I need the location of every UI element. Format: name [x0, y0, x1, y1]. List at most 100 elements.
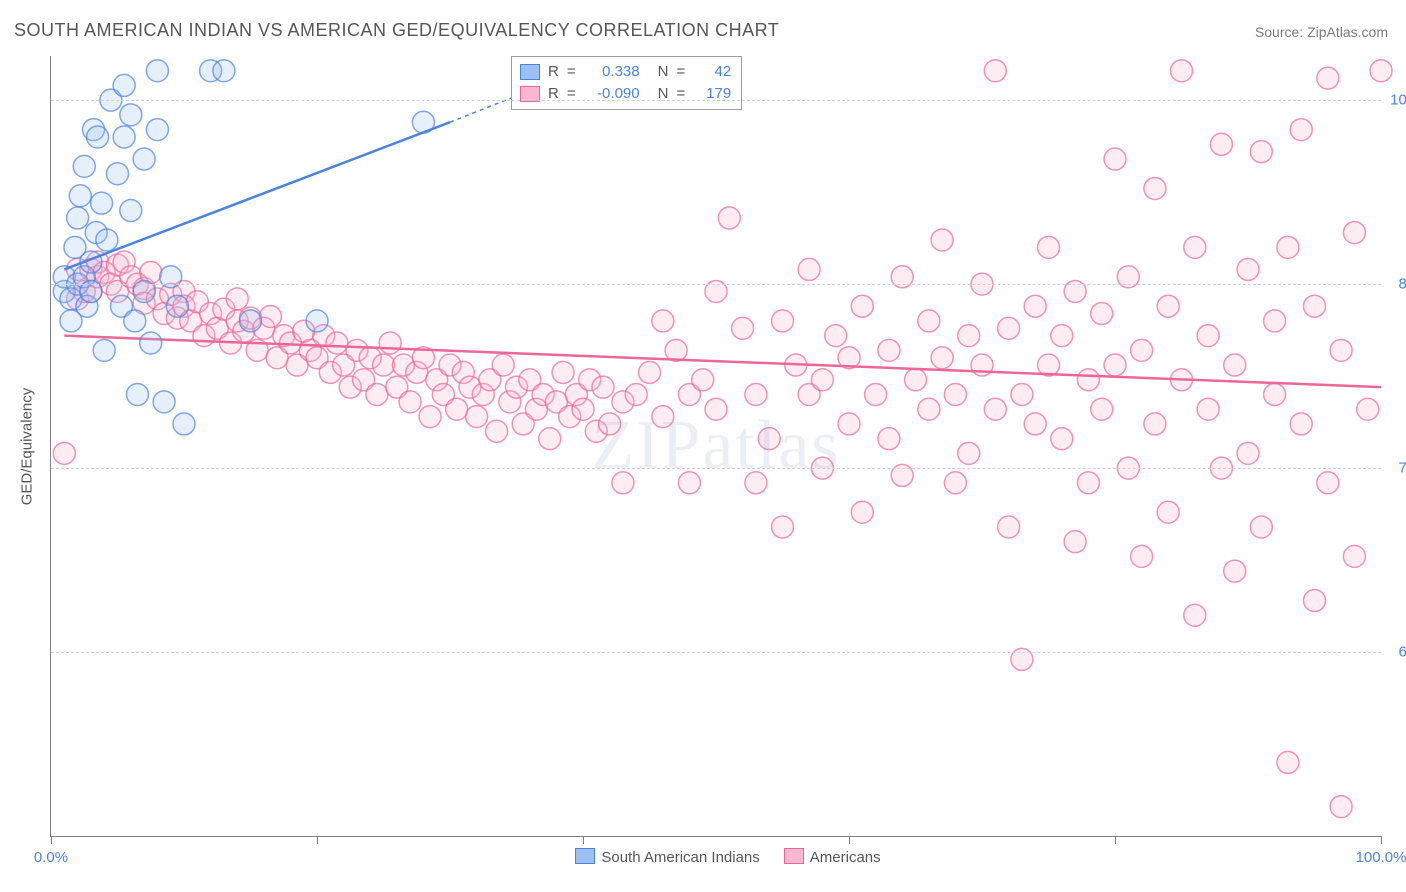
- scatter-point-am: [492, 354, 514, 376]
- x-tick-label: 100.0%: [1356, 849, 1406, 866]
- scatter-point-am: [1290, 413, 1312, 435]
- scatter-point-am: [1144, 177, 1166, 199]
- scatter-point-am: [1091, 398, 1113, 420]
- trend-line-am: [64, 336, 1381, 388]
- scatter-point-sai: [91, 192, 113, 214]
- scatter-point-am: [692, 369, 714, 391]
- scatter-point-am: [379, 332, 401, 354]
- scatter-point-am: [1104, 354, 1126, 376]
- scatter-point-am: [772, 516, 794, 538]
- scatter-point-sai: [107, 163, 129, 185]
- scatter-point-am: [599, 413, 621, 435]
- scatter-point-am: [1264, 383, 1286, 405]
- scatter-point-sai: [120, 200, 142, 222]
- scatter-point-sai: [133, 148, 155, 170]
- scatter-point-am: [1157, 501, 1179, 523]
- scatter-plot-svg: [51, 56, 1381, 836]
- scatter-point-am: [998, 317, 1020, 339]
- scatter-point-am: [838, 413, 860, 435]
- scatter-point-am: [878, 428, 900, 450]
- scatter-point-am: [652, 310, 674, 332]
- scatter-point-am: [1184, 604, 1206, 626]
- scatter-point-am: [1051, 325, 1073, 347]
- scatter-point-sai: [96, 229, 118, 251]
- scatter-point-sai: [146, 60, 168, 82]
- scatter-point-am: [905, 369, 927, 391]
- scatter-point-am: [1304, 295, 1326, 317]
- scatter-point-am: [366, 383, 388, 405]
- scatter-point-am: [1330, 339, 1352, 361]
- legend-swatch-icon: [520, 64, 540, 80]
- scatter-point-am: [1157, 295, 1179, 317]
- legend-N-value: 42: [693, 61, 731, 83]
- series-legend: South American IndiansAmericans: [51, 848, 1381, 866]
- scatter-point-am: [1304, 590, 1326, 612]
- gridline-h: [51, 652, 1381, 653]
- scatter-point-am: [1104, 148, 1126, 170]
- scatter-point-am: [373, 354, 395, 376]
- chart-plot-area: ZIPatlas R=0.338N=42R=-0.090N=179 South …: [50, 56, 1381, 837]
- scatter-point-am: [1277, 751, 1299, 773]
- scatter-point-am: [1197, 325, 1219, 347]
- scatter-point-am: [984, 398, 1006, 420]
- scatter-point-sai: [113, 126, 135, 148]
- scatter-point-am: [1171, 60, 1193, 82]
- scatter-point-am: [1064, 531, 1086, 553]
- scatter-point-am: [399, 391, 421, 413]
- scatter-point-am: [1290, 119, 1312, 141]
- scatter-point-am: [1370, 60, 1392, 82]
- scatter-point-am: [1343, 222, 1365, 244]
- scatter-point-sai: [67, 207, 89, 229]
- scatter-point-am: [446, 398, 468, 420]
- x-tick: [583, 836, 584, 844]
- scatter-point-am: [772, 310, 794, 332]
- scatter-point-am: [1131, 339, 1153, 361]
- scatter-point-am: [705, 398, 727, 420]
- scatter-point-am: [944, 383, 966, 405]
- scatter-point-am: [958, 442, 980, 464]
- scatter-point-am: [1210, 133, 1232, 155]
- scatter-point-am: [865, 383, 887, 405]
- scatter-point-am: [732, 317, 754, 339]
- scatter-point-sai: [69, 185, 91, 207]
- scatter-point-am: [625, 383, 647, 405]
- scatter-point-am: [1357, 398, 1379, 420]
- scatter-point-am: [745, 472, 767, 494]
- scatter-point-sai: [124, 310, 146, 332]
- y-tick-label: 87.5%: [1385, 276, 1406, 293]
- y-tick-label: 100.0%: [1385, 92, 1406, 109]
- x-tick: [849, 836, 850, 844]
- scatter-point-sai: [126, 383, 148, 405]
- scatter-point-am: [1224, 354, 1246, 376]
- gridline-h: [51, 284, 1381, 285]
- legend-swatch-icon: [575, 848, 595, 864]
- scatter-point-am: [1224, 560, 1246, 582]
- scatter-point-am: [1330, 796, 1352, 818]
- y-tick-label: 75.0%: [1385, 460, 1406, 477]
- chart-title: SOUTH AMERICAN INDIAN VS AMERICAN GED/EQ…: [14, 20, 779, 41]
- scatter-point-am: [639, 361, 661, 383]
- legend-N-label: N: [658, 61, 669, 83]
- x-tick: [1115, 836, 1116, 844]
- legend-R-value: -0.090: [584, 83, 640, 105]
- x-tick: [1381, 836, 1382, 844]
- scatter-point-am: [984, 60, 1006, 82]
- scatter-point-am: [592, 376, 614, 398]
- scatter-point-am: [1184, 236, 1206, 258]
- scatter-point-am: [1237, 258, 1259, 280]
- scatter-point-sai: [146, 119, 168, 141]
- gridline-h: [51, 468, 1381, 469]
- scatter-point-am: [53, 442, 75, 464]
- scatter-point-am: [811, 369, 833, 391]
- scatter-point-am: [259, 305, 281, 327]
- scatter-point-am: [1277, 236, 1299, 258]
- scatter-point-am: [1077, 472, 1099, 494]
- scatter-point-am: [878, 339, 900, 361]
- scatter-point-sai: [166, 295, 188, 317]
- x-tick: [317, 836, 318, 844]
- scatter-point-am: [1011, 383, 1033, 405]
- scatter-point-am: [1024, 413, 1046, 435]
- scatter-point-sai: [93, 339, 115, 361]
- legend-row-sai: R=0.338N=42: [520, 61, 731, 83]
- scatter-point-sai: [173, 413, 195, 435]
